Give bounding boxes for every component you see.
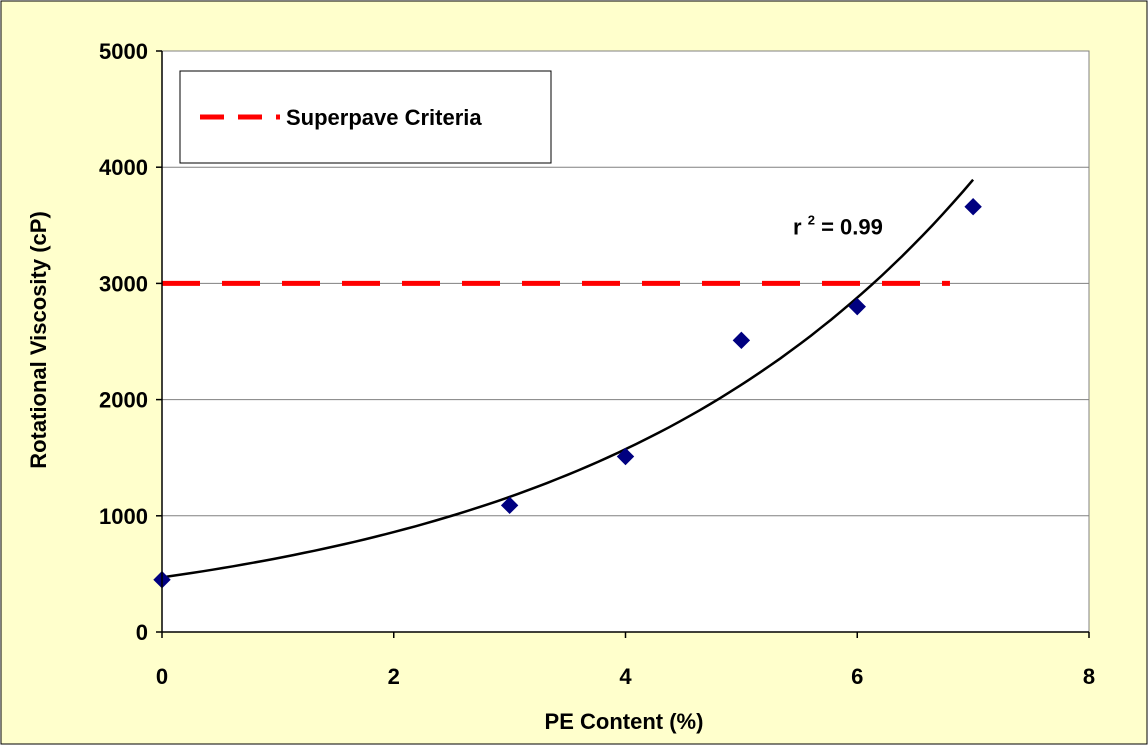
exponential-trendline [161,178,975,579]
gridlines [162,50,1089,517]
y-tick-label-2000: 2000 [99,388,148,413]
data-point-5 [732,331,751,350]
legend: Superpave Criteria [179,70,552,164]
y-tick-label-1000: 1000 [99,504,148,529]
data-point-7 [964,198,982,216]
trendline-group [161,178,975,579]
axes: 0 1000 2000 3000 4000 5000 0 2 4 6 8 [99,39,1095,689]
x-tick-label-0: 0 [156,664,168,689]
x-tick-label-4: 4 [619,664,632,689]
x-tick-label-2: 2 [388,664,400,689]
legend-criteria-label: Superpave Criteria [286,105,482,130]
r-squared-superscript: 2 [808,212,815,227]
r-squared-value: = 0.99 [821,214,883,239]
r-squared-annotation: r 2 = 0.99 [793,204,883,239]
y-tick-label-5000: 5000 [99,39,148,64]
x-tick-label-8: 8 [1083,664,1095,689]
data-point-6 [848,297,866,316]
y-axis-title: Rotational Viscosity (cP) [26,211,51,469]
data-point-3 [500,496,519,515]
r-squared-base: r [793,214,802,239]
y-tick-label-4000: 4000 [99,155,148,180]
x-tick-label-6: 6 [851,664,863,689]
y-tick-label-0: 0 [136,620,148,645]
x-axis-title: PE Content (%) [545,709,704,734]
y-tick-label-3000: 3000 [99,271,148,296]
data-point-4 [616,447,635,466]
